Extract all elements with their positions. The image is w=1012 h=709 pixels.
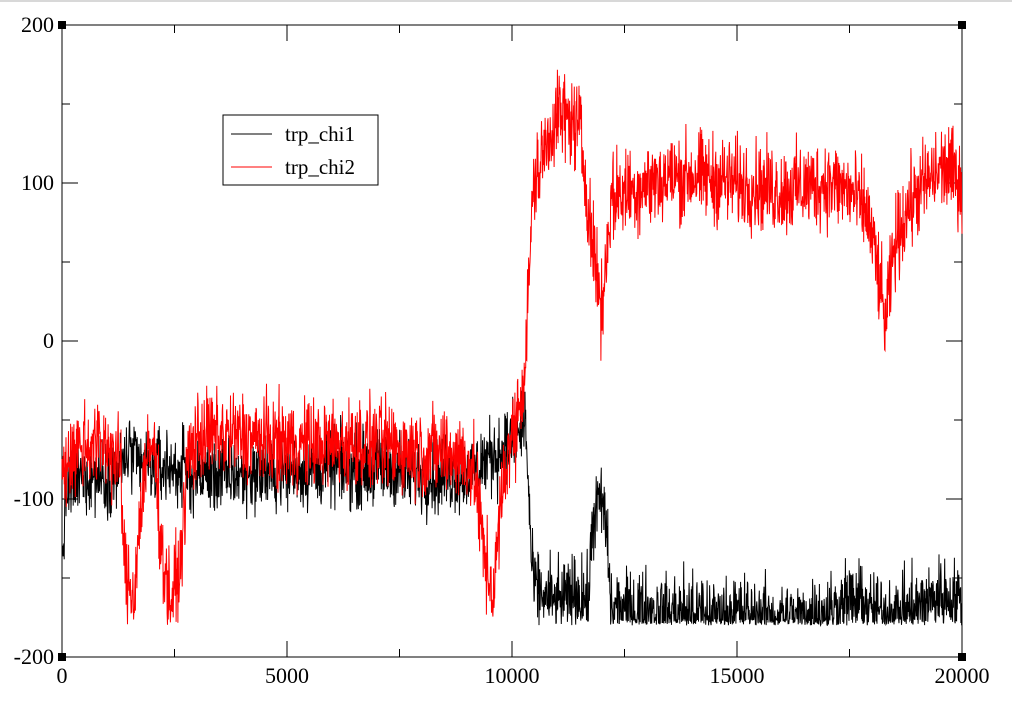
y-tick-label: 200 <box>21 12 54 37</box>
y-tick-label: 0 <box>43 328 54 353</box>
x-tick-label: 20000 <box>935 663 990 688</box>
legend-label-trp-chi2: trp_chi2 <box>285 155 355 179</box>
corner-handle[interactable] <box>958 653 966 661</box>
series-line-trp-chi2 <box>61 69 963 625</box>
x-tick-label: 5000 <box>265 663 309 688</box>
y-tick-label: -200 <box>14 644 54 669</box>
legend-box <box>222 114 379 186</box>
series-layer <box>61 69 963 627</box>
x-tick-label: 15000 <box>710 663 765 688</box>
tick-labels: 0 5000 10000 15000 20000 -200 -100 0 100 200 <box>14 12 990 688</box>
plot-frame <box>61 24 963 658</box>
corner-handle[interactable] <box>958 21 966 29</box>
x-tick-label: 10000 <box>485 663 540 688</box>
corner-handle[interactable] <box>58 653 66 661</box>
y-tick-label: -100 <box>14 486 54 511</box>
x-tick-label: 0 <box>57 663 68 688</box>
selection-handles <box>58 21 966 661</box>
corner-handle[interactable] <box>58 21 66 29</box>
y-tick-label: 100 <box>21 170 54 195</box>
legend-label-trp-chi1: trp_chi1 <box>285 122 355 146</box>
axis-ticks <box>61 24 963 658</box>
legend: trp_chi1 trp_chi2 <box>222 114 379 186</box>
